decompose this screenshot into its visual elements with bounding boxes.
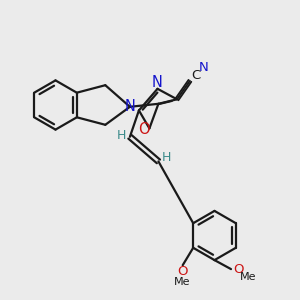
Text: O: O xyxy=(233,262,244,276)
Text: C: C xyxy=(191,69,200,82)
Text: H: H xyxy=(117,129,126,142)
Text: O: O xyxy=(138,122,150,137)
Text: Me: Me xyxy=(240,272,256,283)
Text: Me: Me xyxy=(174,277,190,287)
Text: H: H xyxy=(162,151,172,164)
Text: O: O xyxy=(177,265,187,278)
Text: N: N xyxy=(199,61,208,74)
Text: N: N xyxy=(152,75,162,90)
Text: N: N xyxy=(124,99,135,114)
